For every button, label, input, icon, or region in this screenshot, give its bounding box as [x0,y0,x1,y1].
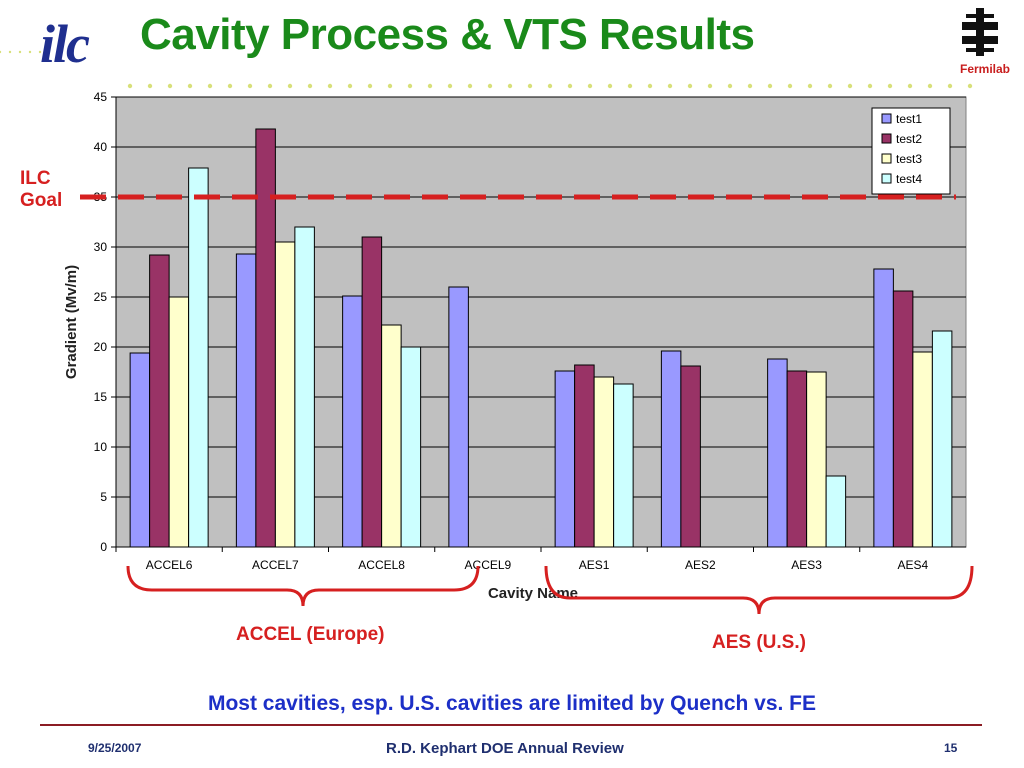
dotted-rule [0,50,973,89]
x-tick-label: AES2 [685,558,716,572]
accel-group-label: ACCEL (Europe) [236,624,385,645]
x-tick-label: AES1 [579,558,610,572]
bar-test3-AES1 [593,376,615,548]
aes-group-brace [544,565,974,615]
y-tick-label: 30 [94,240,108,254]
bar-test2-ACCEL8 [361,236,383,548]
footer-presenter: R.D. Kephart DOE Annual Review [386,740,624,757]
bar-test4-AES1 [613,383,634,548]
y-tick-label: 10 [94,440,108,454]
x-tick-label: ACCEL7 [252,558,299,572]
bar-test3-AES3 [806,371,827,548]
bar-test2-AES4 [892,290,914,548]
bar-test1-AES4 [873,268,894,548]
y-tick-label: 45 [94,90,108,104]
fermilab-icon [962,8,998,56]
fermilab-logo-text: Fermilab [960,62,1011,76]
bar-test1-ACCEL8 [342,295,363,548]
x-tick-label: ACCEL6 [146,558,193,572]
bar-test1-AES2 [660,350,682,548]
bar-test4-AES4 [931,330,953,548]
slide-caption: Most cavities, esp. U.S. cavities are li… [207,692,817,715]
legend-entry: test2 [896,132,922,146]
legend-entry: test3 [896,152,922,166]
bar-test2-ACCEL6 [149,254,170,548]
page-number: 15 [944,741,958,755]
y-tick-label: 40 [94,140,108,154]
ilc-goal-label: ILC Goal [20,168,63,211]
x-tick-label: AES3 [791,558,822,572]
legend-swatch [881,153,892,164]
bar-test4-ACCEL7 [294,226,315,548]
ilc-logo: ilc [40,14,90,74]
bar-test2-AES2 [680,365,701,548]
y-tick-label: 15 [94,390,108,404]
x-tick-label: AES4 [898,558,929,572]
bar-test3-ACCEL8 [381,324,402,548]
bar-test1-AES1 [554,370,576,548]
bar-test4-ACCEL6 [188,167,209,548]
y-tick-label: 5 [100,490,107,504]
bar-test3-ACCEL7 [274,241,296,548]
bar-test1-ACCEL6 [129,352,151,548]
header-decoration [0,8,998,89]
bar-test2-ACCEL7 [255,128,276,548]
legend: test1 test2 test3 test4 [871,107,951,195]
bar-chart: 051015202530354045ACCEL6ACCEL7ACCEL8ACCE… [63,90,974,615]
footer-divider [40,724,982,726]
bar-test4-ACCEL8 [400,346,422,548]
slide-title: Cavity Process & VTS Results [140,10,755,59]
bar-test1-AES3 [767,358,788,548]
bar-test2-AES3 [786,370,808,548]
legend-swatch [881,113,892,124]
x-axis-title: Cavity Name [488,585,578,602]
legend-entry: test1 [896,112,922,126]
x-tick-label: ACCEL9 [465,558,512,572]
legend-entry: test4 [896,172,922,186]
accel-group-brace [126,565,480,607]
bar-test2-AES1 [574,364,595,548]
aes-group-label: AES (U.S.) [712,632,806,653]
y-tick-label: 25 [94,290,108,304]
y-tick-label: 20 [94,340,108,354]
footer-date: 9/25/2007 [88,741,142,755]
bar-test3-ACCEL6 [168,296,190,548]
y-axis-title: Gradient (Mv/m) [63,265,80,379]
y-tick-label: 0 [100,540,107,554]
bar-test4-AES3 [825,475,847,548]
bar-test1-ACCEL9 [448,286,469,548]
bar-test3-AES4 [912,351,933,548]
legend-swatch [881,133,892,144]
bar-test1-ACCEL7 [235,253,257,548]
legend-swatch [881,173,892,184]
x-tick-label: ACCEL8 [358,558,405,572]
